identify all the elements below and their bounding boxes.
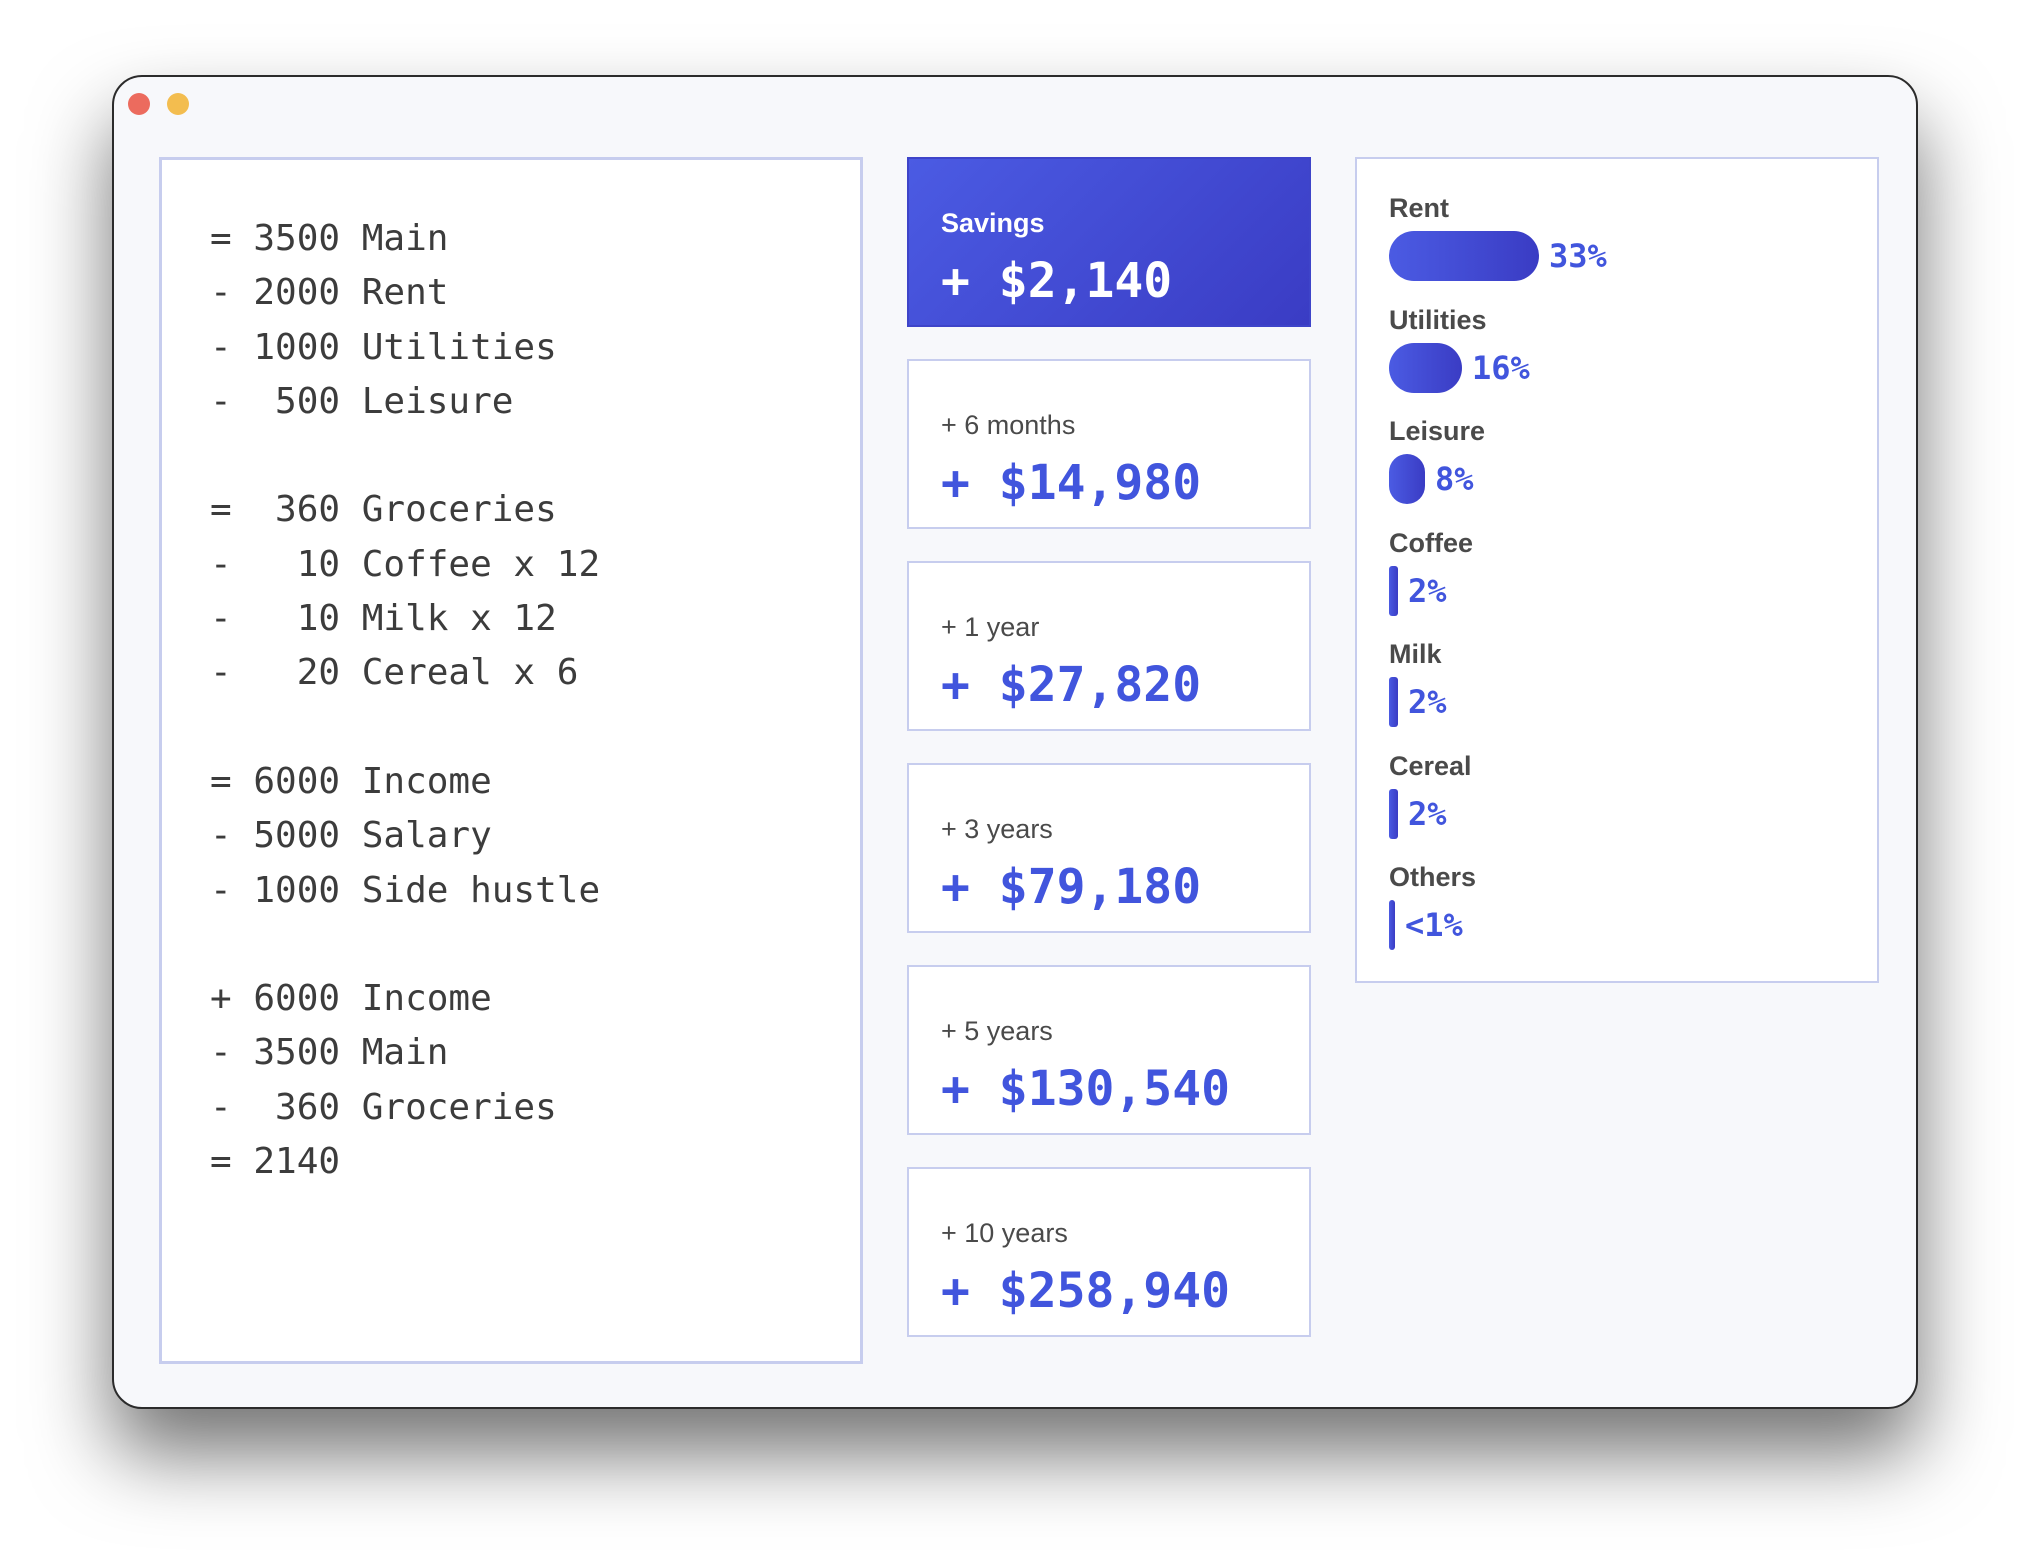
breakdown-percent: 2% [1408, 571, 1447, 610]
editor-line: - 2000 Rent [210, 272, 449, 314]
projection-card: + 6 months + $14,980 [907, 359, 1311, 529]
minimize-window-icon[interactable] [167, 93, 189, 115]
editor-line: - 500 Leisure [210, 380, 514, 422]
breakdown-label: Leisure [1389, 416, 1486, 446]
editor-line: - 10 Milk x 12 [210, 598, 557, 640]
projection-card: + 1 year + $27,820 [907, 561, 1311, 731]
projection-value: + $79,180 [941, 859, 1202, 915]
budget-editor[interactable]: = 3500 Main - 2000 Rent - 1000 Utilities - … [159, 157, 863, 1364]
editor-line: - 1000 Utilities [210, 326, 557, 368]
breakdown-item: Others <1% [1389, 860, 1877, 972]
breakdown-bar [1389, 454, 1425, 504]
breakdown-percent: 2% [1408, 683, 1447, 721]
editor-line: = 6000 Income [210, 760, 492, 802]
editor-line: = 2140 [210, 1141, 341, 1183]
breakdown-row: 2% [1389, 787, 1877, 841]
breakdown-item: Milk 2% [1389, 637, 1877, 749]
projection-value: + $14,980 [941, 455, 1202, 511]
breakdown-percent: 16% [1472, 348, 1530, 387]
projection-cards: Savings + $2,140 + 6 months + $14,980 + 1 … [907, 157, 1311, 1369]
projection-label: + 1 year [941, 612, 1040, 642]
breakdown-label: Milk [1389, 639, 1442, 669]
breakdown-bar [1389, 900, 1395, 950]
projection-card: + 3 years + $79,180 [907, 763, 1311, 933]
projection-value: + $258,940 [941, 1263, 1230, 1319]
breakdown-row: 2% [1389, 564, 1877, 618]
editor-line [210, 429, 860, 483]
breakdown-row: 16% [1389, 341, 1877, 395]
expense-breakdown: Rent 33% Utilities 16% Leisure 8% Coffee 2% Milk… [1355, 157, 1879, 983]
breakdown-bar [1389, 342, 1462, 393]
projection-label: + 5 years [941, 1016, 1053, 1046]
editor-line: - 5000 Salary [210, 815, 492, 857]
editor-line [210, 918, 860, 972]
projection-value: + $27,820 [941, 657, 1202, 713]
breakdown-label: Cereal [1389, 750, 1472, 781]
breakdown-label: Utilities [1389, 304, 1487, 335]
app-window: = 3500 Main - 2000 Rent - 1000 Utilities - … [112, 75, 1918, 1409]
editor-line: - 10 Coffee x 12 [210, 543, 601, 585]
breakdown-item: Cereal 2% [1389, 749, 1877, 861]
breakdown-row: 8% [1389, 452, 1877, 506]
breakdown-item: Coffee 2% [1389, 526, 1877, 638]
breakdown-bar [1389, 788, 1398, 839]
editor-line: + 6000 Income [210, 978, 492, 1020]
editor-line: - 3500 Main [210, 1032, 449, 1074]
projection-label: + 10 years [941, 1218, 1068, 1248]
projection-value: + $130,540 [941, 1061, 1230, 1117]
breakdown-row: 33% [1389, 229, 1877, 283]
window-controls [128, 93, 189, 115]
close-window-icon[interactable] [128, 93, 150, 115]
editor-line: - 20 Cereal x 6 [210, 652, 579, 694]
savings-card: Savings + $2,140 [907, 157, 1311, 327]
projection-card: + 5 years + $130,540 [907, 965, 1311, 1135]
editor-line: - 360 Groceries [210, 1086, 557, 1128]
breakdown-percent: 33% [1549, 237, 1607, 275]
breakdown-row: 2% [1389, 675, 1877, 729]
editor-line: - 1000 Side hustle [210, 869, 601, 911]
breakdown-row: <1% [1389, 898, 1877, 952]
savings-label: Savings [941, 208, 1045, 238]
editor-line [210, 701, 860, 755]
breakdown-bar [1389, 677, 1398, 727]
breakdown-label: Rent [1389, 193, 1449, 223]
breakdown-label: Others [1389, 862, 1477, 892]
breakdown-label: Coffee [1389, 527, 1474, 558]
breakdown-percent: 2% [1408, 794, 1447, 833]
breakdown-percent: 8% [1435, 460, 1474, 498]
savings-value: + $2,140 [941, 253, 1173, 309]
projection-label: + 3 years [941, 814, 1053, 844]
breakdown-item: Rent 33% [1389, 191, 1877, 303]
breakdown-bar [1389, 565, 1398, 616]
editor-line: = 3500 Main [210, 218, 449, 259]
breakdown-item: Utilities 16% [1389, 303, 1877, 415]
breakdown-bar [1389, 231, 1539, 281]
editor-line: = 360 Groceries [210, 489, 557, 531]
projection-label: + 6 months [941, 410, 1076, 440]
breakdown-percent: <1% [1405, 906, 1463, 944]
projection-card: + 10 years + $258,940 [907, 1167, 1311, 1337]
breakdown-item: Leisure 8% [1389, 414, 1877, 526]
